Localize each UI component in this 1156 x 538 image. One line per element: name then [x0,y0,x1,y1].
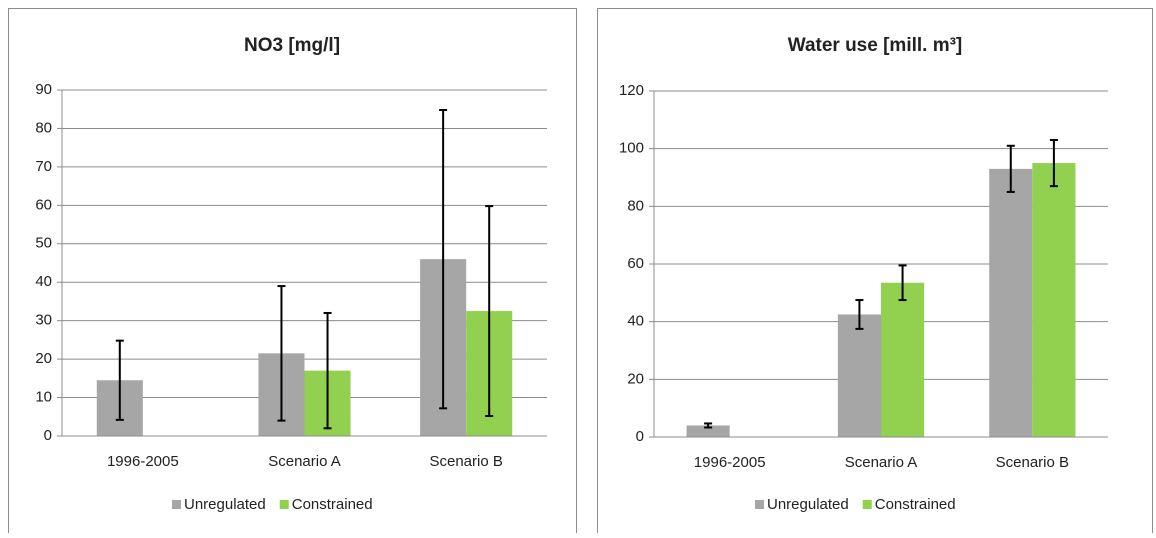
legend-label: Constrained [875,496,956,513]
error-bar [898,264,907,302]
legend-label: Constrained [292,496,373,513]
x-tick-label: 1996-2005 [107,453,179,470]
y-tick-label: 50 [35,235,52,252]
legend-label: Unregulated [767,496,849,513]
x-tick-label: 1996-2005 [694,454,766,471]
legend-label: Unregulated [184,496,266,513]
error-bar [704,422,713,429]
x-tick-label: Scenario A [845,454,918,471]
error-bar [439,108,448,410]
error-bar [485,205,494,418]
error-bar [855,299,864,330]
bar [881,282,925,437]
bar [686,425,730,437]
x-tick-label: Scenario B [996,454,1069,471]
y-tick-label: 30 [35,312,52,329]
error-bar [115,339,124,421]
y-tick-label: 60 [627,255,644,272]
y-tick-label: 100 [619,140,644,157]
error-bar [1006,144,1015,193]
bar [989,168,1033,437]
y-tick-label: 40 [35,273,52,290]
y-tick-label: 10 [35,389,52,406]
panel-border [8,8,577,538]
chart-title: Water use [mill. m³] [788,35,963,56]
legend-swatch [755,500,764,509]
chart-title: NO3 [mg/l] [244,35,340,56]
legend-swatch [172,500,181,509]
y-tick-label: 20 [627,370,644,387]
legend-swatch [862,500,872,509]
bar [837,314,881,437]
y-tick-label: 20 [35,350,52,367]
y-tick-label: 80 [35,119,52,136]
legend-swatch [279,500,289,509]
y-tick-label: 90 [35,81,52,98]
y-tick-label: 120 [619,82,644,99]
x-tick-label: Scenario A [268,453,341,470]
y-tick-label: 0 [44,427,52,444]
error-bar [1049,139,1058,188]
error-bar [277,285,286,422]
y-tick-label: 80 [627,197,644,214]
x-tick-label: Scenario B [429,453,502,470]
bar [1032,163,1076,438]
y-tick-label: 0 [636,428,644,445]
y-tick-label: 70 [35,158,52,175]
error-bar [323,311,332,430]
y-tick-label: 40 [627,313,644,330]
y-tick-label: 60 [35,196,52,213]
